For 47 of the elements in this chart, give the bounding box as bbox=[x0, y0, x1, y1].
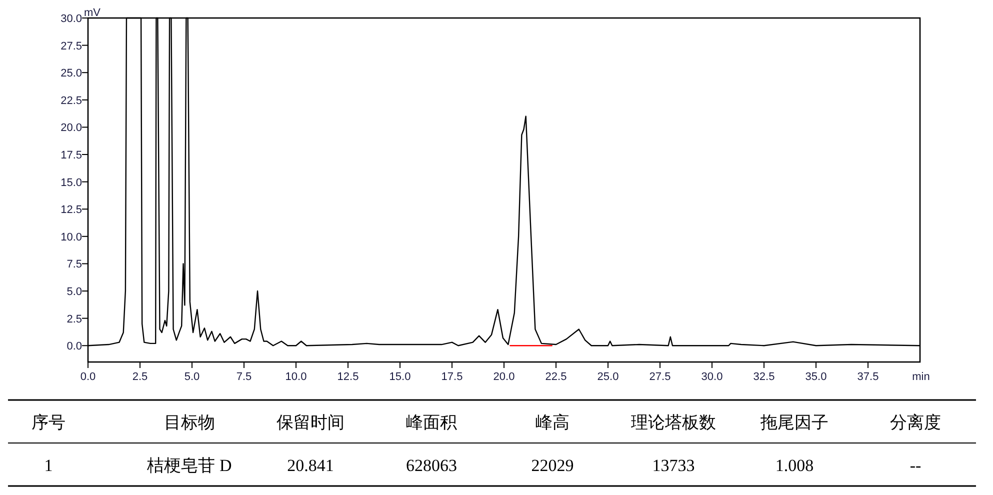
x-tick-label: 5.0 bbox=[184, 371, 200, 383]
text: 13733 bbox=[652, 456, 695, 475]
text: 1 bbox=[44, 456, 53, 475]
text: 目标物 bbox=[164, 413, 215, 432]
text: 理论塔板数 bbox=[631, 413, 716, 432]
x-tick-label: 15.0 bbox=[389, 371, 411, 383]
y-tick-label: 25.0 bbox=[60, 68, 82, 80]
x-tick-label: 27.5 bbox=[649, 371, 671, 383]
y-tick-label: 20.0 bbox=[60, 122, 82, 134]
x-tick-label: 37.5 bbox=[857, 371, 879, 383]
x-tick-label: 35.0 bbox=[805, 371, 827, 383]
text: 628063 bbox=[406, 456, 457, 475]
y-tick-label: 27.5 bbox=[60, 40, 82, 52]
text: 分离度 bbox=[890, 413, 941, 432]
y-tick-label: 17.5 bbox=[60, 150, 82, 162]
text: 保留时间 bbox=[276, 413, 344, 432]
x-tick-label: 7.5 bbox=[236, 371, 252, 383]
x-tick-label: 25.0 bbox=[597, 371, 619, 383]
x-tick-label: 10.0 bbox=[285, 371, 307, 383]
text: 22029 bbox=[531, 456, 574, 475]
y-axis-title: mV bbox=[84, 7, 102, 19]
y-tick-label: 2.5 bbox=[66, 313, 82, 326]
y-tick-label: 0.0 bbox=[66, 340, 82, 353]
text: 峰高 bbox=[536, 413, 570, 432]
x-tick-label: 20.0 bbox=[493, 371, 515, 383]
text: 20.841 bbox=[287, 456, 334, 475]
text: 桔梗皂苷 D bbox=[146, 456, 232, 475]
x-tick-label: 32.5 bbox=[753, 371, 775, 383]
text: 1.008 bbox=[775, 456, 814, 475]
x-tick-label: 30.0 bbox=[701, 371, 723, 383]
x-tick-label: 0.0 bbox=[80, 371, 96, 383]
x-tick-label: 12.5 bbox=[337, 371, 359, 383]
y-tick-label: 10.0 bbox=[60, 231, 82, 244]
y-tick-label: 7.5 bbox=[66, 258, 82, 271]
y-tick-label: 22.5 bbox=[60, 94, 82, 107]
x-tick-label: 2.5 bbox=[132, 371, 148, 383]
x-tick-label: 22.5 bbox=[545, 371, 567, 383]
text: 序号 bbox=[32, 413, 66, 432]
y-tick-label: 5.0 bbox=[66, 286, 82, 298]
y-tick-label: 15.0 bbox=[60, 176, 82, 189]
text: 峰面积 bbox=[406, 413, 457, 432]
text: 拖尾因子 bbox=[760, 413, 828, 432]
x-axis-title: min bbox=[912, 371, 930, 383]
y-tick-label: 30.0 bbox=[60, 13, 82, 25]
text: -- bbox=[910, 456, 922, 475]
x-tick-label: 17.5 bbox=[441, 371, 463, 383]
y-tick-label: 12.5 bbox=[60, 204, 82, 216]
